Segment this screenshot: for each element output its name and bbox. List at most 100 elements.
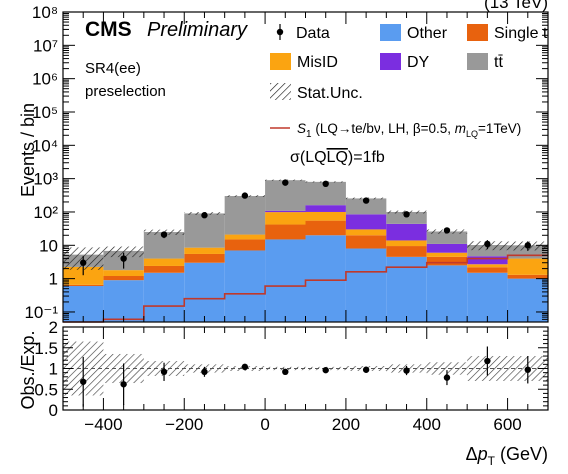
bar-0-6 (305, 235, 346, 322)
signal-label-part: S (297, 121, 306, 136)
legend-swatch-unc (270, 83, 291, 100)
bar-2-3 (184, 247, 225, 254)
data-point-2 (160, 231, 168, 238)
signal-label-part: m (455, 121, 466, 136)
cross-section-part: LQ (327, 149, 348, 166)
bar-1-4 (224, 239, 266, 251)
ratio-point-7 (362, 366, 370, 373)
y-tick-label: 10⁻¹ (24, 303, 58, 322)
bar-2-9 (426, 252, 468, 257)
bar-1-5 (265, 224, 306, 240)
ratio-point-9 (443, 374, 451, 381)
cross-section-label: σ(LQLQ)=1fb (290, 149, 385, 166)
bar-1-8 (386, 246, 427, 257)
legend-label-signal: S1 (LQ→te/bν, LH, β=0.5, mLQ=1TeV) (297, 121, 521, 140)
preliminary-label: Preliminary (147, 19, 248, 41)
ratio-y-tick-label: 2 (49, 318, 58, 337)
ratio-y-tick-label: 0.5 (34, 380, 58, 399)
ratio-point-1 (120, 381, 127, 388)
bar-4-6 (305, 181, 346, 206)
legend-label-4: tt̄ (494, 54, 503, 71)
bar-1-2 (143, 265, 185, 273)
y-tick-label: 10⁷ (33, 36, 58, 55)
ratio-point-6 (322, 366, 329, 374)
ratio-y-tick-label: 1.5 (34, 339, 58, 358)
bar-0-9 (426, 265, 468, 322)
bar-2-0 (63, 266, 104, 285)
text-layer: (13 TeV) CMS Preliminary SR4(ee) presele… (18, 0, 548, 468)
bar-2-5 (265, 212, 306, 225)
data-point-3 (201, 212, 208, 219)
cross-section-part: )=1fb (348, 149, 385, 166)
bar-1-7 (345, 235, 387, 249)
ratio-point-0 (80, 378, 87, 385)
bar-1-3 (184, 253, 225, 263)
legend-label-0: Other (407, 25, 448, 42)
legend-swatch-2 (270, 53, 291, 70)
x-tick-label: −200 (165, 415, 203, 434)
cross-section-part: σ(LQ (290, 149, 327, 166)
bar-4-3 (184, 213, 225, 248)
bar-3-10 (467, 256, 508, 265)
bar-0-7 (345, 248, 387, 322)
bar-1-0 (63, 284, 104, 287)
data-point-1 (120, 255, 127, 262)
selection-label: preselection (85, 83, 166, 100)
y-tick-label: 10⁴ (32, 136, 58, 155)
bar-3-8 (386, 223, 427, 241)
data-point-9 (443, 227, 451, 234)
ratio-y-tick-label: 0 (49, 401, 58, 420)
bar-2-10 (467, 264, 508, 268)
bar-0-11 (507, 278, 548, 322)
data-point-11 (524, 242, 531, 249)
y-tick-label: 10 (39, 236, 58, 255)
ratio-point-11 (524, 366, 531, 373)
bar-3-5 (265, 210, 306, 213)
bar-3-7 (345, 214, 387, 230)
bar-4-4 (224, 196, 266, 235)
bar-2-8 (386, 240, 427, 247)
data-point-0 (80, 259, 87, 266)
main-panel: 10⁻¹ 1 10 10² 10³ 10⁴ 10⁵ 10⁶ 10⁷ 10⁸ Other Single … (24, 3, 549, 323)
bar-0-1 (103, 280, 144, 322)
bar-4-7 (345, 198, 387, 215)
y-tick-label: 10⁶ (32, 70, 58, 89)
ratio-y-axis-label: Obs./Exp. (18, 330, 38, 409)
data-point-4 (241, 192, 249, 199)
signal-label-part: (LQ→te/bν, LH, β=0.5, (312, 121, 455, 136)
bar-0-10 (467, 272, 508, 322)
cms-label: CMS (85, 18, 132, 41)
y-tick-label: 10⁸ (32, 3, 58, 22)
ratio-point-2 (160, 368, 168, 376)
bar-3-6 (305, 205, 346, 212)
ratio-band-5 (265, 366, 306, 371)
bar-2-7 (345, 229, 387, 236)
x-tick-label: 0 (260, 415, 269, 434)
ratio-y-tick-label: 1 (49, 360, 58, 379)
ratio-point-4 (241, 363, 249, 371)
bar-4-10 (467, 245, 508, 257)
unc-band-1 (103, 246, 144, 258)
bar-4-9 (426, 231, 468, 244)
legend-swatch-4 (467, 53, 488, 70)
data-point-8 (403, 211, 410, 218)
bar-0-5 (265, 239, 306, 322)
legend-label-1: Single t (494, 25, 548, 42)
region-label: SR4(ee) (85, 60, 141, 77)
data-point-5 (282, 179, 289, 186)
bar-2-2 (143, 258, 185, 266)
x-axis-label: ΔpT (GeV) (466, 444, 548, 468)
bar-2-11 (507, 258, 548, 275)
bar-3-9 (426, 243, 468, 253)
legend-swatch-1 (467, 24, 488, 41)
ratio-band-9 (426, 362, 468, 375)
legend-swatch-3 (380, 53, 401, 70)
y-tick-label: 10⁵ (32, 103, 58, 122)
y-tick-label: 1 (49, 270, 58, 289)
bar-1-6 (305, 220, 346, 236)
bar-0-3 (184, 262, 225, 322)
ratio-point-8 (403, 367, 410, 374)
legend-label-3: DY (407, 54, 430, 71)
